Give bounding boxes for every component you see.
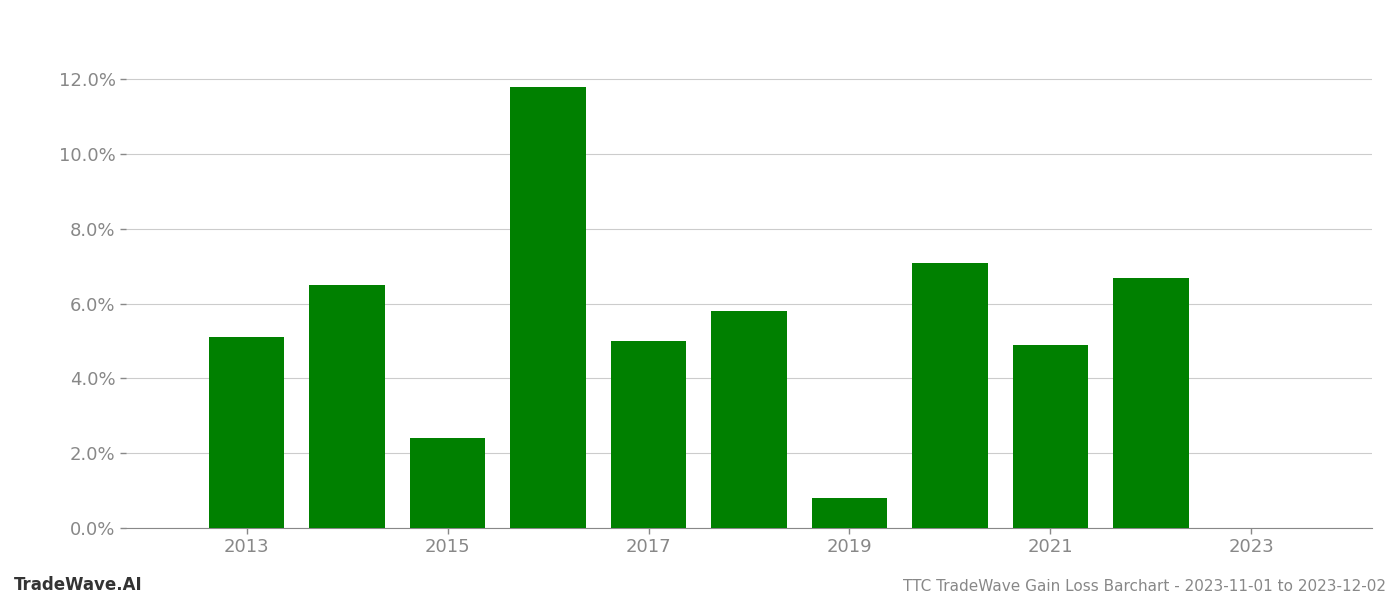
Bar [410,438,486,528]
Bar [610,341,686,528]
Bar [309,285,385,528]
Bar [711,311,787,528]
Text: TTC TradeWave Gain Loss Barchart - 2023-11-01 to 2023-12-02: TTC TradeWave Gain Loss Barchart - 2023-… [903,579,1386,594]
Bar [1012,345,1088,528]
Bar [913,263,987,528]
Bar [812,498,888,528]
Bar [511,87,585,528]
Bar [209,337,284,528]
Text: TradeWave.AI: TradeWave.AI [14,576,143,594]
Bar [1113,278,1189,528]
